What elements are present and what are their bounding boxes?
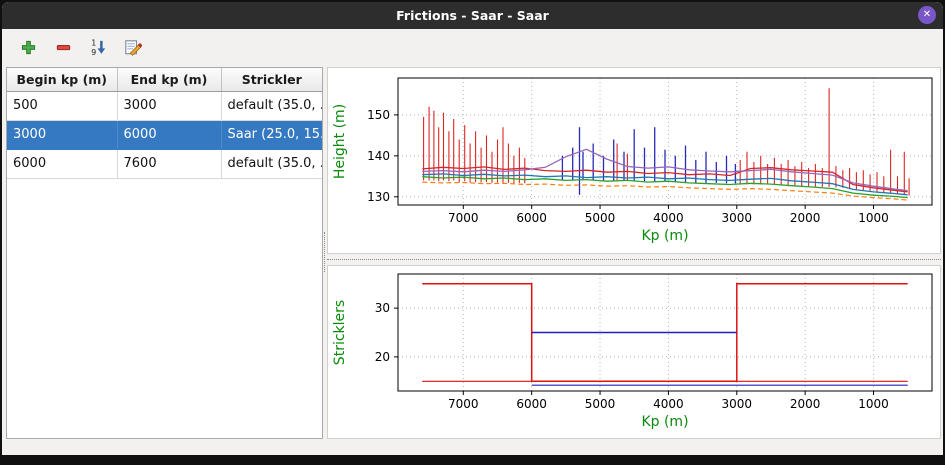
table-cell: 6000 bbox=[7, 149, 118, 179]
sort-button[interactable]: 1 9 bbox=[85, 34, 111, 60]
column-header[interactable]: Begin kp (m) bbox=[7, 68, 118, 92]
svg-text:1000: 1000 bbox=[858, 211, 889, 225]
svg-text:Height (m): Height (m) bbox=[332, 104, 348, 179]
remove-row-button[interactable] bbox=[50, 34, 76, 60]
height-chart-canvas: 7000 6000 5000 4000 3000 2000 1000 130 140 150 Kp … bbox=[328, 68, 940, 253]
table-cell: Saar (25.0, 15.0) bbox=[221, 120, 322, 150]
app-window: Frictions - Saar - Saar ✕ 1 9 bbox=[2, 2, 943, 455]
add-row-button[interactable] bbox=[15, 34, 41, 60]
svg-text:7000: 7000 bbox=[448, 397, 479, 411]
close-icon: ✕ bbox=[922, 9, 932, 20]
table-cell: default (35.0, … bbox=[221, 91, 322, 121]
svg-text:1000: 1000 bbox=[858, 397, 889, 411]
svg-text:3000: 3000 bbox=[722, 397, 753, 411]
table-header-row: Begin kp (m) End kp (m) Strickler bbox=[7, 68, 322, 92]
svg-text:4000: 4000 bbox=[653, 397, 684, 411]
svg-text:20: 20 bbox=[375, 350, 390, 364]
svg-text:7000: 7000 bbox=[448, 211, 479, 225]
svg-text:9: 9 bbox=[91, 48, 96, 56]
svg-text:140: 140 bbox=[367, 149, 390, 163]
height-chart-frame: 7000 6000 5000 4000 3000 2000 1000 130 140 150 Kp … bbox=[327, 67, 941, 254]
charts-panel: 7000 6000 5000 4000 3000 2000 1000 130 140 150 Kp … bbox=[327, 67, 941, 439]
svg-text:Kp (m): Kp (m) bbox=[641, 228, 688, 244]
svg-text:2000: 2000 bbox=[790, 397, 821, 411]
svg-text:5000: 5000 bbox=[585, 397, 616, 411]
edit-pencil-icon bbox=[125, 40, 142, 56]
svg-text:6000: 6000 bbox=[516, 211, 547, 225]
stricklers-chart-frame: 7000 6000 5000 4000 3000 2000 1000 20 30 Kp (m) St… bbox=[327, 265, 941, 439]
toolbar: 1 9 bbox=[2, 29, 943, 65]
column-header[interactable]: End kp (m) bbox=[117, 68, 222, 92]
svg-text:150: 150 bbox=[367, 108, 390, 122]
minus-icon bbox=[56, 44, 70, 50]
table-cell: 7600 bbox=[117, 149, 222, 179]
svg-text:30: 30 bbox=[375, 301, 390, 315]
table-cell: 6000 bbox=[117, 120, 222, 150]
titlebar[interactable]: Frictions - Saar - Saar ✕ bbox=[2, 2, 943, 29]
svg-text:6000: 6000 bbox=[516, 397, 547, 411]
plus-icon bbox=[21, 40, 35, 54]
table-cell: 3000 bbox=[7, 120, 118, 150]
edit-button[interactable] bbox=[120, 34, 146, 60]
close-button[interactable]: ✕ bbox=[918, 6, 936, 24]
table-cell: default (35.0, … bbox=[221, 149, 322, 179]
column-header[interactable]: Strickler bbox=[221, 68, 322, 92]
window-title: Frictions - Saar - Saar bbox=[396, 8, 549, 23]
svg-text:Kp (m): Kp (m) bbox=[641, 414, 688, 430]
table-cell: 500 bbox=[7, 91, 118, 121]
table-cell: 3000 bbox=[117, 91, 222, 121]
svg-text:5000: 5000 bbox=[585, 211, 616, 225]
frictions-table: Begin kp (m) End kp (m) Strickler 500 3000 d… bbox=[7, 68, 322, 179]
sort-1-9-icon: 1 9 bbox=[91, 38, 106, 56]
stricklers-chart-canvas: 7000 6000 5000 4000 3000 2000 1000 20 30 Kp (m) St… bbox=[328, 266, 940, 436]
svg-text:4000: 4000 bbox=[653, 211, 684, 225]
svg-text:Stricklers: Stricklers bbox=[332, 300, 348, 365]
svg-text:130: 130 bbox=[367, 190, 390, 204]
svg-text:3000: 3000 bbox=[722, 211, 753, 225]
frictions-table-panel: Begin kp (m) End kp (m) Strickler 500 3000 d… bbox=[6, 67, 323, 439]
svg-text:1: 1 bbox=[91, 38, 96, 47]
vertical-splitter[interactable] bbox=[324, 232, 325, 272]
horizontal-splitter[interactable] bbox=[327, 254, 941, 265]
svg-text:2000: 2000 bbox=[790, 211, 821, 225]
